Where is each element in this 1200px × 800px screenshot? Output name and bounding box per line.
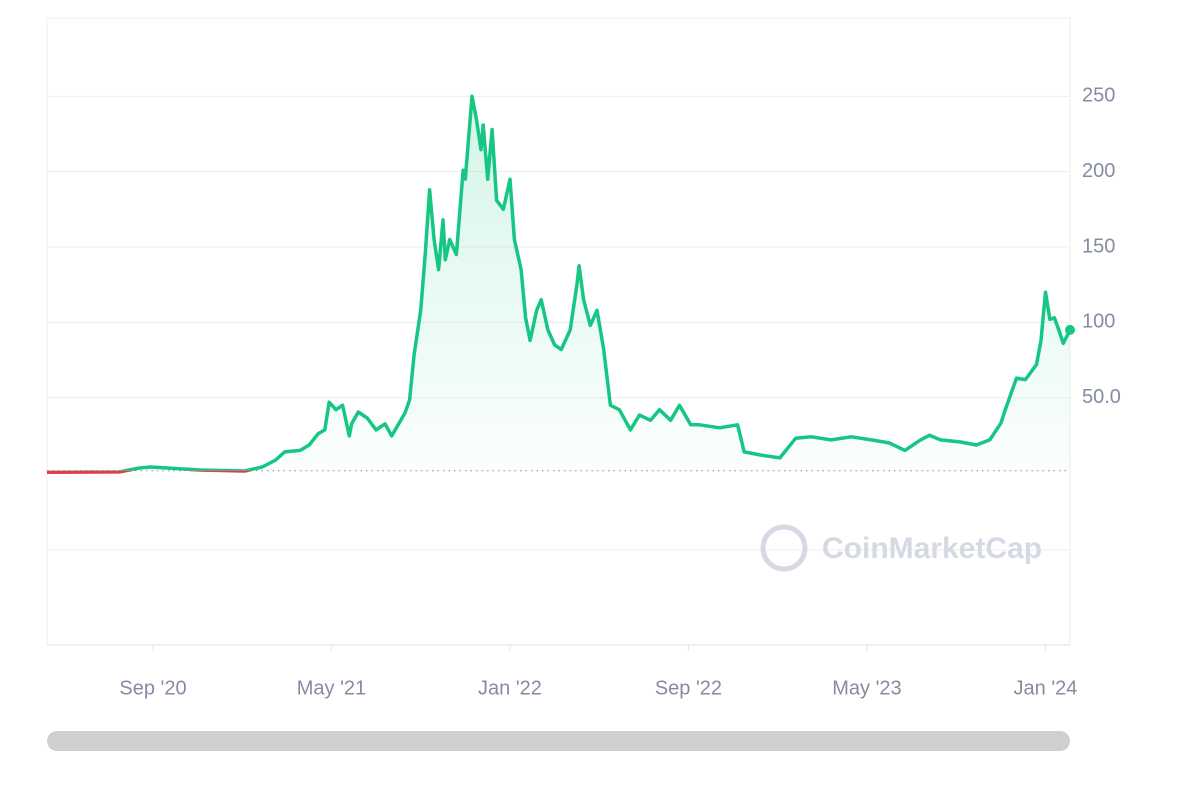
x-tick-label: May '23 [832,677,901,699]
y-tick-label: 200 [1082,160,1115,182]
scrollbar[interactable] [47,731,1070,751]
price-line [46,94,1072,471]
y-tick-label: 250 [1082,85,1115,107]
watermark-logo [760,524,808,572]
x-tick-label: Sep '20 [119,677,186,699]
x-tick-label: Sep '22 [655,677,722,699]
y-tick-label: 150 [1082,235,1115,257]
x-tick-label: Jan '24 [1014,677,1078,699]
x-tick-label: May '21 [297,677,366,699]
area [47,96,1070,471]
watermark: CoinMarketCap [822,532,1042,565]
y-tick-label: 50.0 [1082,386,1121,408]
x-tick-label: Jan '22 [478,677,542,699]
last-point [1065,324,1075,335]
y-tick-label: 100 [1082,311,1115,333]
